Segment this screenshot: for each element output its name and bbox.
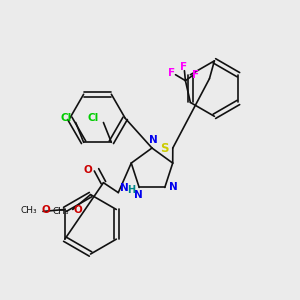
Text: CH₃: CH₃ [52,207,69,216]
Text: N: N [120,183,129,193]
Text: CH₃: CH₃ [21,206,38,215]
Text: O: O [73,206,82,215]
Text: F: F [168,68,175,78]
Text: O: O [42,206,50,215]
Text: O: O [83,165,92,175]
Text: H: H [127,184,135,195]
Text: F: F [180,62,187,72]
Text: F: F [192,70,199,80]
Text: S: S [160,142,169,154]
Text: N: N [148,135,157,145]
Text: Cl: Cl [60,112,71,123]
Text: N: N [134,190,142,200]
Text: Cl: Cl [88,112,99,123]
Text: N: N [169,182,178,192]
